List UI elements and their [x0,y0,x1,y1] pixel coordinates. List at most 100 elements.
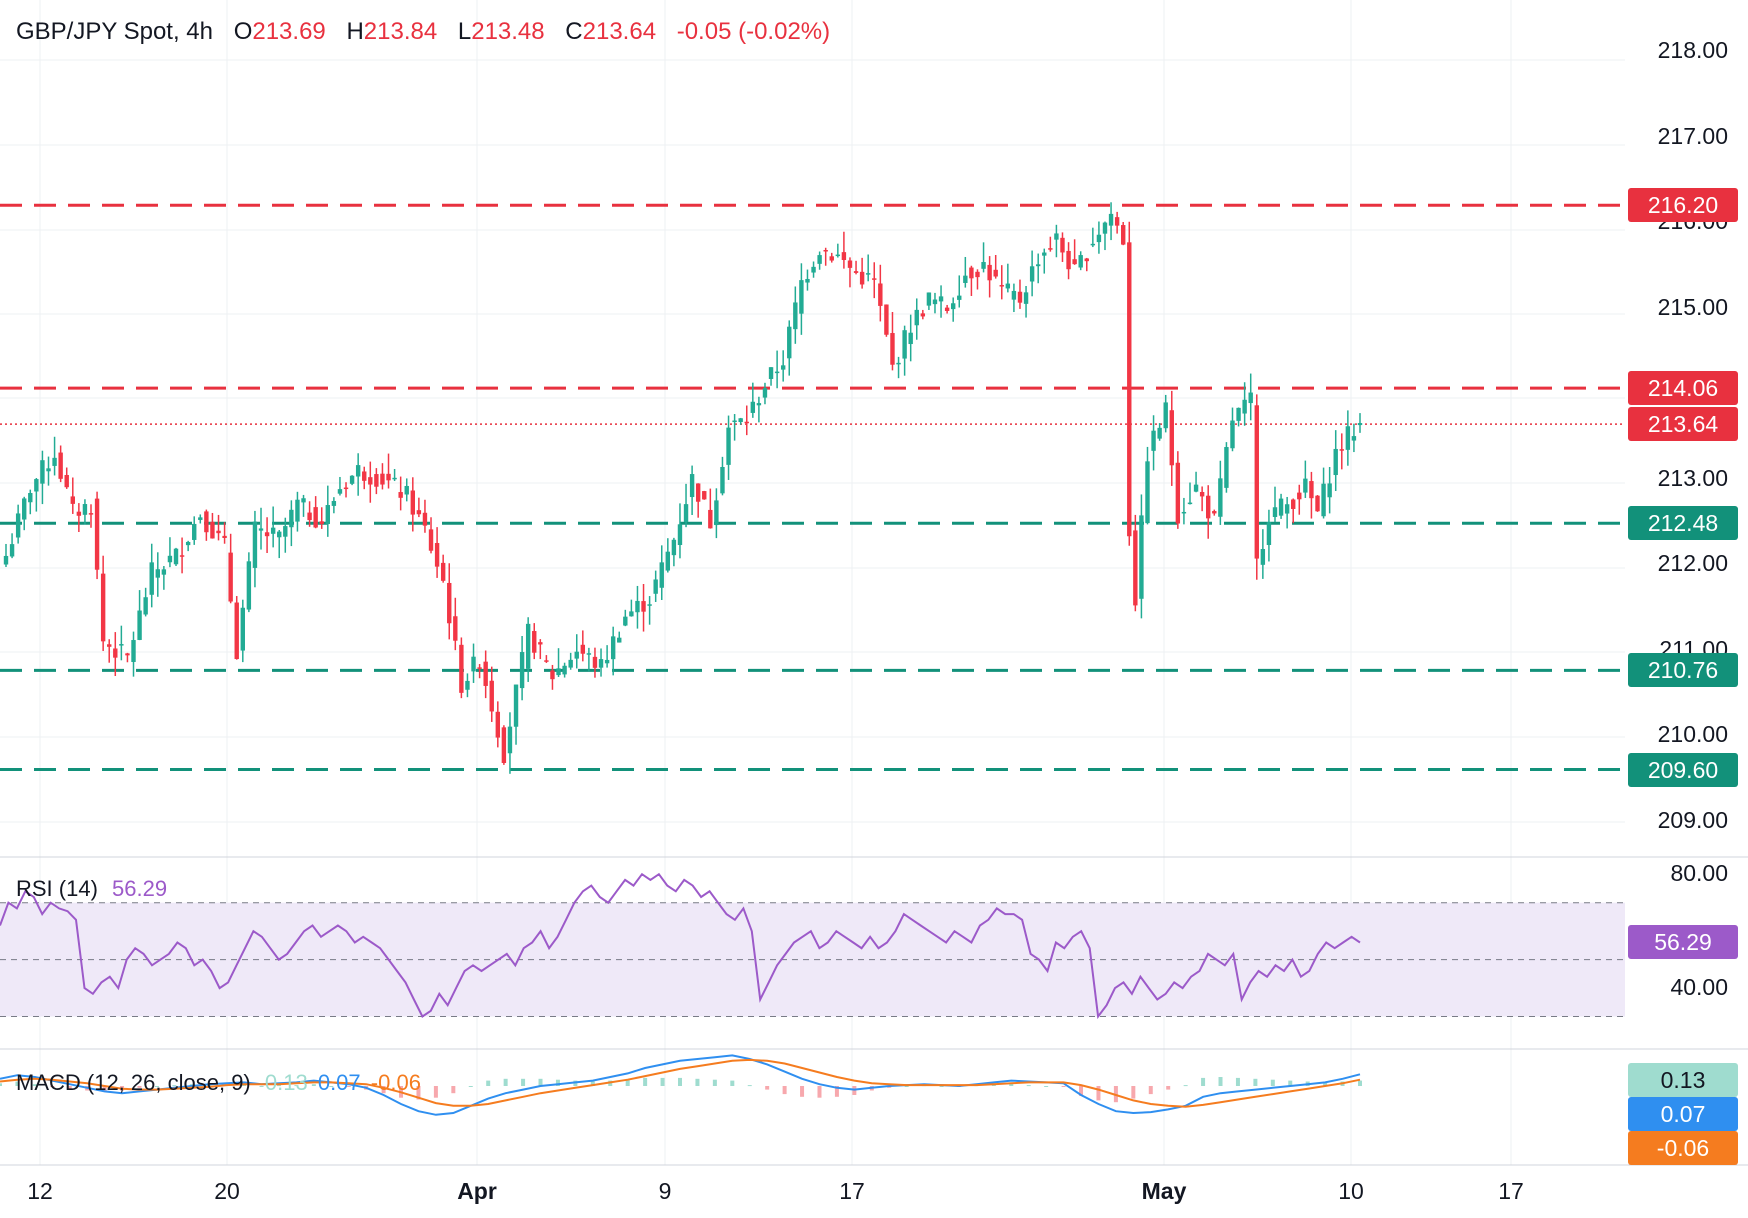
candle-body [793,302,798,330]
candle [963,256,968,288]
candle [307,501,312,527]
macd-hist-bar [538,1078,543,1086]
candle-body [258,528,264,531]
candle-body [708,509,713,529]
candle-body [416,510,422,515]
macd-hist-bar [416,1086,421,1100]
candle [1297,484,1302,515]
candle-body [1048,248,1053,250]
macd-hist-bar [102,1086,107,1092]
rsi-label: RSI (14) [16,876,98,901]
candle-body [774,371,780,374]
candle [604,645,610,668]
macd-hist-bar [1009,1083,1014,1086]
level-tag: 212.48 [1628,506,1738,541]
candle [258,507,264,550]
candle [173,547,179,567]
candle [714,488,719,539]
candle [1072,239,1077,265]
macd-hist-bar [1044,1086,1049,1087]
candle [252,510,258,588]
candle [1230,407,1235,452]
candle-body [28,493,33,503]
candle [246,552,252,613]
candle [155,552,160,597]
price-tick: 215.00 [1657,293,1728,320]
macd-hist-bar [276,1085,281,1087]
candle-body [623,616,628,626]
macd-legend-macd: 0.13 [264,1070,308,1095]
macd-hist-bar [904,1086,909,1087]
candle-body [173,548,179,565]
candle-body [1236,407,1241,421]
candle [550,664,555,690]
candle-body [732,420,737,423]
level-tag: 216.20 [1628,188,1738,223]
macd-hist-bar [381,1086,386,1094]
candle [416,497,422,518]
candle-body [908,332,913,345]
candle [410,477,416,532]
candle-body [398,492,403,498]
candle-body [629,611,634,617]
candle-body [307,512,312,521]
macd-hist-bar [329,1086,334,1087]
candle-body [647,604,652,606]
candle [1303,460,1308,498]
candle-body [1230,420,1235,449]
candle-body [1017,291,1023,303]
candle-body [1187,502,1193,505]
macd-hist-bar [782,1086,787,1095]
candle [513,684,519,745]
macd-hist-bar [817,1086,822,1098]
candle-body [15,513,21,538]
candle-body [70,496,75,504]
candle [1169,390,1174,486]
candle-body [1212,511,1217,514]
candle [295,491,300,532]
candle-body [835,254,841,257]
candle [1127,221,1132,546]
candle [465,673,470,698]
macd-hist-bar [433,1086,438,1098]
candle [240,599,245,663]
candle [1042,248,1047,274]
candle-body [1242,399,1247,414]
candle-body [799,280,804,314]
candle-body [82,504,88,515]
candle-body [410,490,416,515]
macd-hist-bar [1183,1085,1188,1087]
candle [204,509,209,541]
candle [1284,496,1290,529]
candle [1102,221,1108,251]
candle [1260,529,1266,579]
macd-hist-bar [730,1080,735,1086]
candle-body [64,475,69,488]
candle [780,350,786,382]
candle-body [1175,462,1181,524]
macd-hist-bar [1270,1079,1275,1086]
candle-body [428,529,434,551]
candle [1315,495,1320,512]
candle-body [944,307,950,311]
candle-body [1260,549,1266,565]
price-tick: 213.00 [1657,464,1728,491]
candle-body [1121,225,1126,245]
time-tick: Apr [457,1178,497,1204]
candle-body [1333,448,1338,476]
candle-body [817,255,822,264]
macd-hist-bar [1358,1080,1362,1086]
candle [374,468,379,495]
candle-body [1114,217,1120,226]
candle [179,537,185,574]
candle [1218,460,1223,525]
candle [574,634,579,669]
level-tag: 209.60 [1628,752,1738,787]
macd-legend-hist: -0.06 [370,1070,421,1095]
candle [1206,485,1211,539]
candle-body [1224,447,1229,488]
open-value: 213.69 [252,18,326,45]
candle-body [1206,495,1211,519]
candle-body [422,512,428,526]
